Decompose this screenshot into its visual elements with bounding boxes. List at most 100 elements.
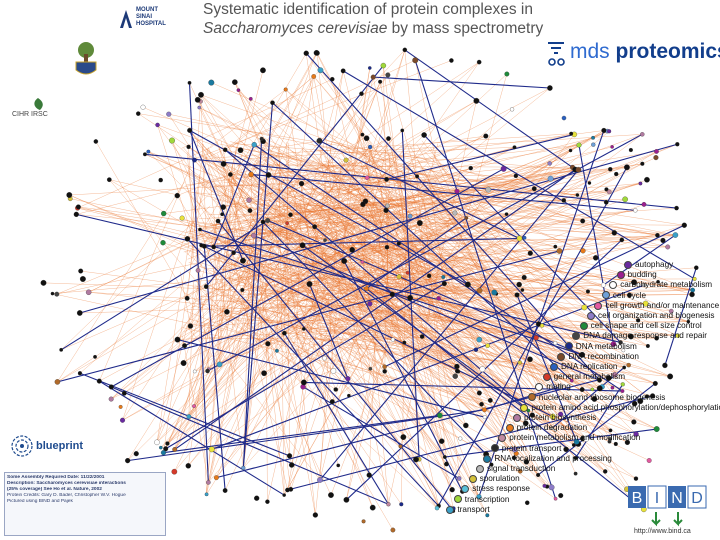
interaction-edge <box>296 278 393 295</box>
interaction-edge <box>43 282 408 297</box>
protein-node <box>511 455 517 461</box>
protein-node <box>580 248 586 254</box>
protein-node <box>336 463 341 468</box>
interaction-edge <box>111 217 330 400</box>
interaction-edge <box>402 73 508 171</box>
bind-url: http://www.bind.ca <box>634 528 691 535</box>
interaction-edge <box>389 87 551 220</box>
legend-swatch <box>461 485 470 494</box>
interaction-edge <box>260 49 405 206</box>
protein-node <box>155 122 160 128</box>
info-line-5: Pictured using BIND and Pajek <box>7 499 73 504</box>
protein-node <box>146 149 151 154</box>
interaction-edge <box>410 179 648 270</box>
complex-edge <box>207 133 643 372</box>
protein-node <box>649 393 656 399</box>
protein-node <box>654 149 659 154</box>
protein-node <box>581 304 588 311</box>
protein-node <box>118 404 123 409</box>
interaction-edge <box>402 273 595 400</box>
protein-node <box>473 97 480 104</box>
title-line-1: Systematic identification of protein com… <box>203 1 533 18</box>
legend-swatch <box>601 291 610 300</box>
protein-node <box>77 371 82 376</box>
protein-node <box>531 186 537 192</box>
protein-node <box>312 224 318 230</box>
complex-edge <box>262 221 487 455</box>
protein-node <box>675 333 681 338</box>
interaction-edge <box>357 241 583 356</box>
protein-node <box>251 232 257 239</box>
protein-node <box>652 380 658 386</box>
interaction-edge <box>195 247 207 495</box>
legend-swatch <box>579 322 588 331</box>
interaction-edge <box>224 293 487 455</box>
protein-node <box>166 111 172 117</box>
interaction-edge <box>379 100 477 156</box>
protein-node <box>368 366 373 371</box>
protein-node <box>172 447 178 452</box>
protein-node <box>303 50 309 56</box>
protein-node <box>597 377 602 383</box>
interaction-edge <box>405 194 578 244</box>
protein-node <box>265 341 271 347</box>
protein-node <box>301 327 306 331</box>
interaction-edge <box>402 152 564 201</box>
protein-node <box>367 66 372 70</box>
protein-node <box>579 351 586 358</box>
legend-swatch <box>542 373 551 382</box>
protein-node <box>442 455 447 459</box>
legend-label: protein degradation <box>516 423 588 433</box>
interaction-edge <box>423 197 625 368</box>
interaction-edge <box>349 224 577 442</box>
interaction-edge <box>219 260 330 365</box>
protein-node <box>633 476 639 481</box>
complex-edge <box>177 339 485 418</box>
legend-item: stress response <box>461 484 530 494</box>
interaction-edge <box>208 141 392 370</box>
protein-node <box>208 79 215 86</box>
protein-node <box>360 260 365 264</box>
interaction-edge <box>332 79 377 266</box>
interaction-edge <box>400 237 583 355</box>
protein-node <box>628 333 634 340</box>
legend-item: carbohydrate metabolism <box>609 280 712 290</box>
protein-node <box>476 390 482 396</box>
protein-node <box>415 174 420 179</box>
interaction-edge <box>356 130 604 283</box>
protein-node <box>154 439 160 446</box>
interaction-edge <box>361 201 389 505</box>
interaction-edge <box>192 130 403 327</box>
interaction-edge <box>296 234 676 250</box>
bind-letter-b: B <box>632 490 643 507</box>
interaction-edge <box>188 170 367 289</box>
legend-label: cell shape and cell size control <box>590 321 702 331</box>
protein-node <box>434 505 440 511</box>
protein-node <box>527 250 533 256</box>
interaction-edge <box>156 173 201 443</box>
interaction-edge <box>111 280 343 400</box>
protein-node <box>121 390 127 396</box>
complex-edge <box>79 372 290 457</box>
interaction-edge <box>284 199 626 320</box>
info-line-4: Protein Credits: Gary D. Bader, Christop… <box>7 493 126 498</box>
interaction-edge <box>281 200 564 207</box>
protein-node <box>174 192 180 199</box>
protein-node <box>383 207 389 213</box>
interaction-edge <box>249 330 526 424</box>
interaction-edge <box>189 130 251 198</box>
protein-node <box>120 417 126 423</box>
protein-node <box>283 87 288 92</box>
interaction-edge <box>383 147 515 153</box>
interaction-edge <box>234 155 609 379</box>
interaction-edge <box>262 141 395 293</box>
interaction-edge <box>122 305 335 421</box>
complex-edge <box>174 169 576 450</box>
protein-node <box>142 152 147 157</box>
protein-node <box>547 161 552 166</box>
interaction-edge <box>56 232 206 295</box>
protein-node <box>205 368 210 374</box>
protein-node <box>645 343 650 348</box>
interaction-edge <box>357 292 693 295</box>
protein-node <box>299 242 306 249</box>
